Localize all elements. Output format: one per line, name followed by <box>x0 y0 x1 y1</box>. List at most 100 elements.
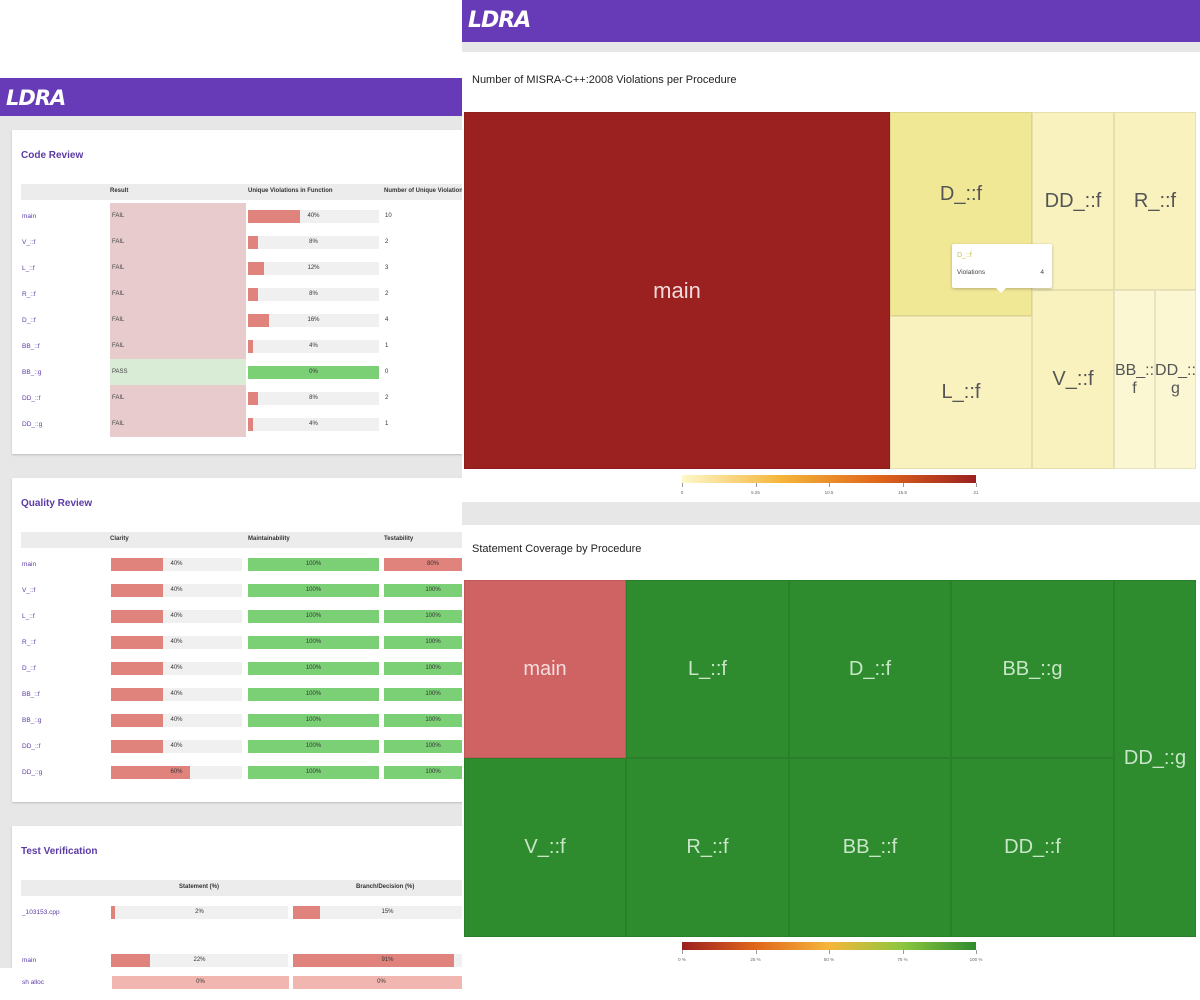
cell-label: main <box>523 657 567 680</box>
top-bar: LDRA <box>0 78 470 116</box>
row-label-l-f[interactable]: L_::f <box>22 265 35 272</box>
violations-bar: 4% <box>248 418 379 431</box>
violations-bar: 12% <box>248 262 379 275</box>
code-review-title: Code Review <box>21 150 84 161</box>
clarity-bar-fill <box>111 584 164 597</box>
maintainability-value: 100% <box>305 613 322 619</box>
row-label-dd-g[interactable]: DD_::g <box>22 769 43 776</box>
branch-bar: 91% <box>293 954 470 967</box>
maintainability-value: 100% <box>305 717 322 723</box>
row-label-bb-g[interactable]: BB_::g <box>22 717 42 724</box>
result-cell: FAIL <box>110 411 246 437</box>
quality-review-header: Clarity Maintainability Testability <box>21 532 470 548</box>
violations-pct: 8% <box>309 291 318 297</box>
col-statement: Statement (%) <box>179 884 220 890</box>
violations-bar-fill <box>248 210 301 223</box>
treemap-cell-l-f[interactable]: L_::f <box>890 316 1032 469</box>
legend-tick-mark <box>755 950 757 954</box>
branch-value: 0% <box>377 979 386 985</box>
statement-value: 2% <box>195 909 204 915</box>
maintainability-value: 100% <box>305 639 322 645</box>
treemap-cell-bb-f[interactable]: BB_:: f <box>1114 290 1155 469</box>
violation-count: 2 <box>385 395 389 401</box>
legend-tick-label: 21 <box>973 490 979 495</box>
violations-bar: 40% <box>248 210 379 223</box>
violation-count: 3 <box>385 265 389 271</box>
maintainability-bar-fill <box>248 688 379 701</box>
maintainability-bar: 100% <box>248 636 379 649</box>
coverage-cell-v-f[interactable]: V_::f <box>464 758 626 937</box>
coverage-cell-r-f[interactable]: R_::f <box>626 758 789 937</box>
row-label-d-f[interactable]: D_::f <box>22 665 36 672</box>
testability-value: 100% <box>425 691 441 697</box>
treemap-cell-main[interactable]: main <box>464 112 890 469</box>
testability-bar-fill <box>384 636 470 649</box>
legend-tick-mark <box>829 950 830 954</box>
row-label-bb-f[interactable]: BB_::f <box>22 691 40 698</box>
violations-pct: 12% <box>307 265 320 271</box>
row-label-main[interactable]: main <box>22 957 37 964</box>
testability-value: 100% <box>425 769 441 775</box>
maintainability-bar: 100% <box>248 714 379 727</box>
row-label-bb-f[interactable]: BB_::f <box>22 343 40 350</box>
col-number-violations: Number of Unique Violation <box>384 188 463 194</box>
row-label-main[interactable]: main <box>22 213 37 220</box>
row-label-main[interactable]: main <box>22 561 37 568</box>
row-label-bb-g[interactable]: BB_::g <box>22 369 42 376</box>
cell-label: BB_::f <box>842 836 898 858</box>
maintainability-value: 100% <box>305 665 322 671</box>
statement-value: 0% <box>196 979 205 985</box>
coverage-cell-bb-f[interactable]: BB_::f <box>789 758 951 937</box>
tooltip-name: D_::f <box>957 252 972 259</box>
cell-label: main <box>653 277 701 303</box>
row-label-l-f[interactable]: L_::f <box>22 613 35 620</box>
row-label-103153-cpp[interactable]: _103153.cpp <box>22 909 60 916</box>
coverage-cell-main[interactable]: main <box>464 580 626 758</box>
maintainability-bar: 100% <box>248 766 379 779</box>
code-review-card: Code Review Result Unique Violations in … <box>12 130 470 454</box>
row-label-dd-g[interactable]: DD_::g <box>22 421 43 428</box>
clarity-value: 40% <box>170 639 183 645</box>
row-label-v-f[interactable]: V_::f <box>22 587 36 594</box>
treemap-cell-r-f[interactable]: R_::f <box>1114 112 1196 290</box>
testability-bar: 100% <box>384 714 470 727</box>
legend-tick-mark <box>682 950 683 954</box>
maintainability-bar-fill <box>248 714 379 727</box>
treemap-cell-dd-g[interactable]: DD_:: g <box>1155 290 1196 469</box>
treemap-cell-v-f[interactable]: V_::f <box>1032 290 1114 469</box>
coverage-treemap-title: Statement Coverage by Procedure <box>472 543 642 555</box>
clarity-bar-fill <box>111 558 164 571</box>
row-label-dd-f[interactable]: DD_::f <box>22 743 41 750</box>
maintainability-bar: 100% <box>248 740 379 753</box>
legend-tick-mark <box>976 950 977 954</box>
test-verification-header: Statement (%) Branch/Decision (%) <box>21 880 470 896</box>
coverage-cell-bb-g[interactable]: BB_::g <box>951 580 1114 758</box>
clarity-bar: 40% <box>111 714 242 727</box>
violation-count: 1 <box>385 343 389 349</box>
coverage-cell-dd-g[interactable]: DD_::g <box>1114 580 1196 937</box>
row-label-r-f[interactable]: R_::f <box>22 291 36 298</box>
coverage-cell-dd-f[interactable]: DD_::f <box>951 758 1114 937</box>
violations-pct: 4% <box>309 343 318 349</box>
coverage-cell-l-f[interactable]: L_::f <box>626 580 789 758</box>
maintainability-bar-fill <box>248 740 379 753</box>
clarity-value: 40% <box>170 613 183 619</box>
statement-bar: 2% <box>111 906 288 919</box>
row-label-d-f[interactable]: D_::f <box>22 317 36 324</box>
cell-label: DD_::g <box>1123 747 1187 769</box>
row-label-sh-alloc: sh alloc <box>22 979 45 986</box>
violations-bar-fill <box>248 314 269 327</box>
legend-tick-mark <box>902 483 904 487</box>
result-cell: PASS <box>110 359 246 385</box>
col-branch-decision: Branch/Decision (%) <box>356 884 415 890</box>
row-label-dd-f[interactable]: DD_::f <box>22 395 41 402</box>
violations-pct: 16% <box>307 317 320 323</box>
legend-tick-label: 75 % <box>897 957 908 962</box>
violations-pct: 4% <box>309 421 318 427</box>
clarity-value: 40% <box>170 691 183 697</box>
legend-tick-label: 25 % <box>750 957 761 962</box>
row-label-v-f[interactable]: V_::f <box>22 239 36 246</box>
tooltip-value: 4 <box>1040 269 1044 276</box>
row-label-r-f[interactable]: R_::f <box>22 639 36 646</box>
coverage-cell-d-f[interactable]: D_::f <box>789 580 951 758</box>
